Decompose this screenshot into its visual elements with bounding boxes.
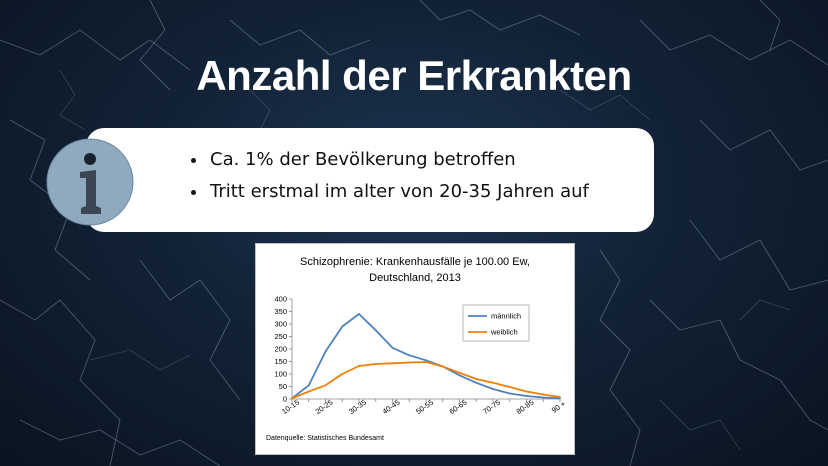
data-point-1 <box>475 378 478 380</box>
data-point-1 <box>291 397 293 400</box>
y-tick-label: 400 <box>274 295 287 304</box>
x-tick-label: 20-25 <box>314 398 335 416</box>
data-point-0 <box>492 388 494 390</box>
data-point-0 <box>391 346 394 349</box>
chart-card: Schizophrenie: Krankenhausfälle je 100.0… <box>255 243 575 455</box>
y-tick-label: 100 <box>274 370 287 379</box>
x-tick-label: 80-85 <box>515 398 536 416</box>
series-line-1 <box>291 361 561 400</box>
x-tick-label: 90 + <box>550 399 568 415</box>
data-point-0 <box>408 354 411 357</box>
data-point-1 <box>307 390 310 393</box>
data-point-0 <box>374 329 377 332</box>
data-point-1 <box>508 386 511 388</box>
data-point-0 <box>425 359 427 362</box>
x-tick-label: 50-55 <box>414 398 435 416</box>
legend-box <box>462 304 530 342</box>
chart-title-line2: Deutschland, 2013 <box>369 272 461 284</box>
y-tick-label: 0 <box>283 395 287 404</box>
data-point-1 <box>425 361 427 363</box>
data-point-1 <box>391 362 394 365</box>
data-source-note: Datenquelle: Statistisches Bundesamt <box>266 435 384 442</box>
data-point-0 <box>542 396 545 399</box>
info-card: Ca. 1% der Bevölkerung betroffen Tritt e… <box>86 128 654 232</box>
data-point-1 <box>458 371 461 374</box>
chart-title-line1: Schizophrenie: Krankenhausfälle je 100.0… <box>300 256 530 268</box>
data-point-1 <box>441 365 444 368</box>
data-point-0 <box>475 381 478 384</box>
data-point-1 <box>525 390 528 393</box>
y-tick-label: 350 <box>274 307 287 316</box>
data-point-0 <box>324 350 327 353</box>
info-icon <box>46 138 134 226</box>
bullet-item: Tritt erstmal im alter von 20-35 Jahren … <box>208 176 589 208</box>
data-point-1 <box>492 381 494 384</box>
x-tick-label: 40-45 <box>381 398 402 416</box>
bullet-list: Ca. 1% der Bevölkerung betroffen Tritt e… <box>188 144 589 208</box>
data-point-1 <box>358 365 360 367</box>
x-tick-label: 70-75 <box>481 398 502 416</box>
data-point-0 <box>508 392 511 395</box>
legend-label: weiblich <box>490 328 518 337</box>
data-point-0 <box>358 313 360 315</box>
data-point-1 <box>341 373 344 375</box>
data-point-0 <box>341 325 344 328</box>
data-point-0 <box>458 374 461 377</box>
y-tick-label: 200 <box>274 345 287 354</box>
data-point-0 <box>307 384 310 387</box>
slide-title: Anzahl der Erkrankten <box>196 52 632 99</box>
data-point-1 <box>408 361 411 364</box>
data-point-1 <box>374 363 377 365</box>
bullet-item: Ca. 1% der Bevölkerung betroffen <box>208 144 589 176</box>
x-tick-label: 60-65 <box>448 398 469 416</box>
data-point-0 <box>525 395 528 397</box>
chart-title: Schizophrenie: Krankenhausfälle je 100.0… <box>256 254 574 286</box>
y-tick-label: 50 <box>279 382 287 391</box>
y-tick-label: 250 <box>274 332 287 341</box>
y-tick-label: 300 <box>274 320 287 329</box>
data-point-1 <box>559 396 561 398</box>
data-point-1 <box>324 384 327 387</box>
x-tick-label: 30-35 <box>347 398 368 416</box>
y-tick-label: 150 <box>274 357 287 366</box>
legend-label: männlich <box>491 312 521 321</box>
data-point-1 <box>542 393 545 396</box>
